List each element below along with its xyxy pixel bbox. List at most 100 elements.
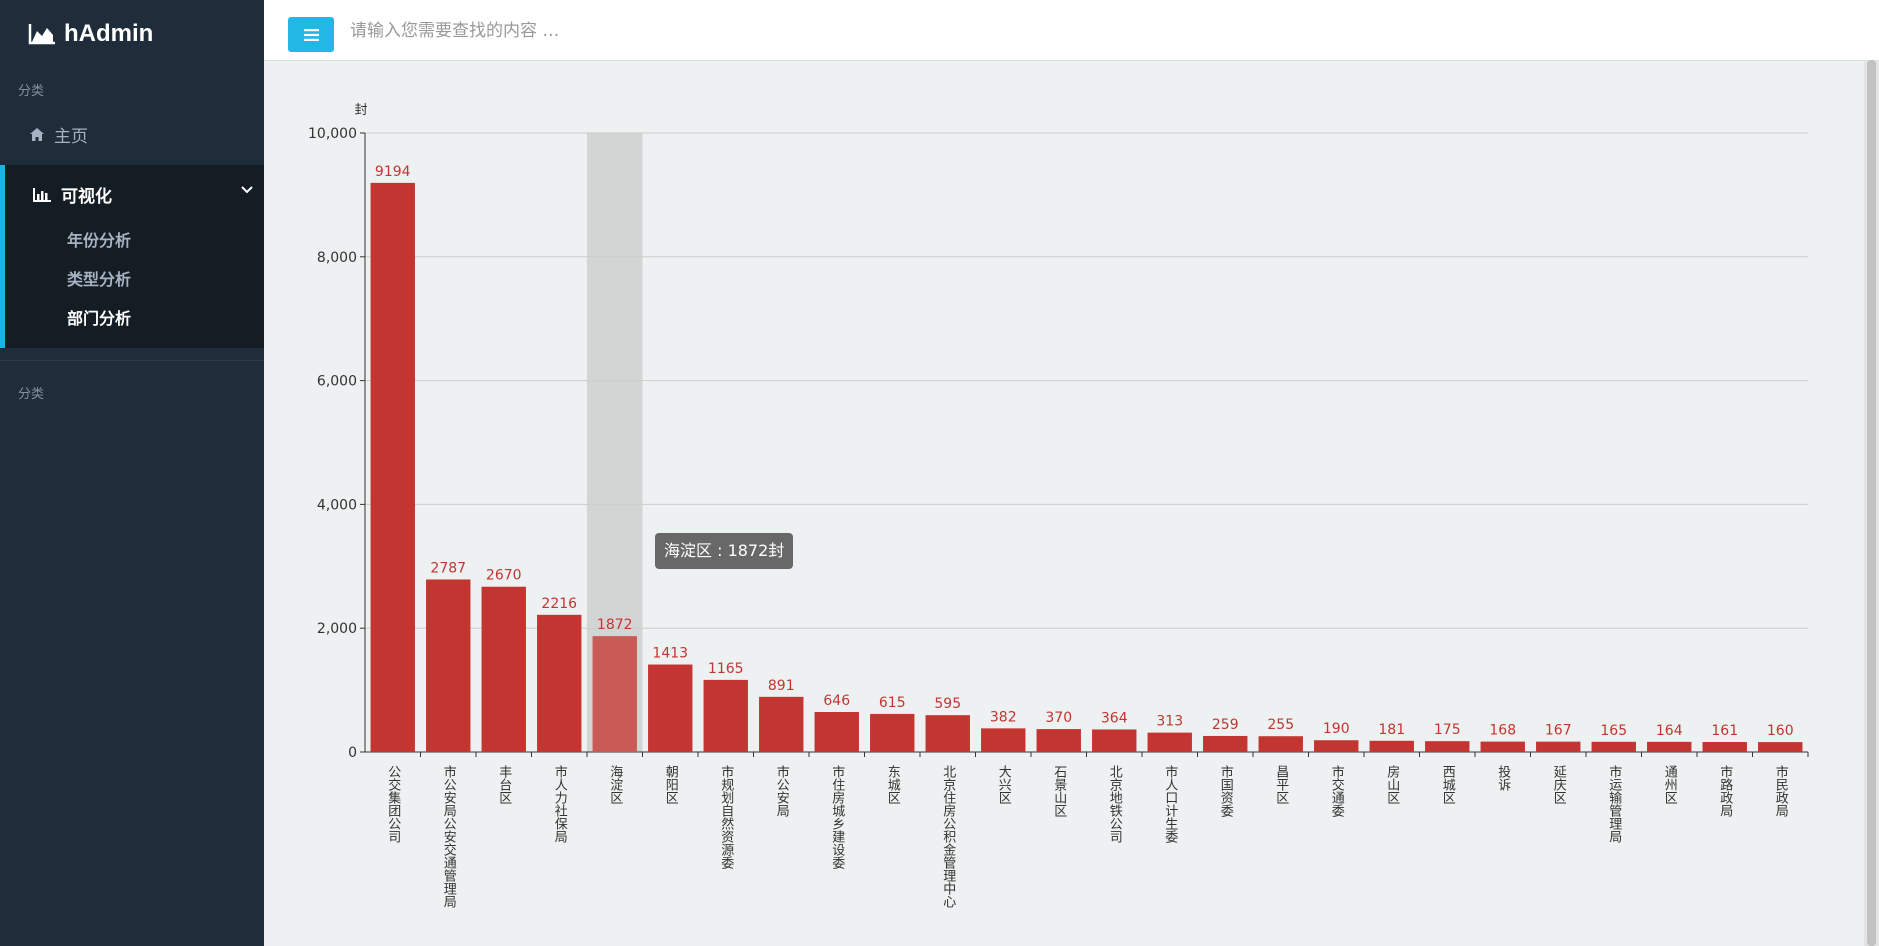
y-tick-label: 10,000 — [308, 126, 357, 142]
y-tick-label: 0 — [348, 745, 357, 761]
bar — [1536, 741, 1581, 752]
bar-value-label: 1165 — [708, 661, 744, 677]
bar-value-label: 168 — [1489, 723, 1516, 739]
x-tick-label: 投诉 — [1495, 764, 1511, 791]
bar — [1647, 741, 1692, 752]
home-icon — [30, 128, 44, 141]
brand-name: hAdmin — [64, 20, 154, 47]
sidebar-group-visualization: 可视化 年份分析 类型分析 部门分析 — [0, 165, 264, 348]
y-tick-label: 2,000 — [317, 621, 357, 637]
bar-value-label: 1413 — [652, 646, 688, 662]
bar — [537, 614, 582, 752]
bar-value-label: 382 — [990, 709, 1017, 725]
bar — [481, 586, 526, 752]
bar — [1369, 740, 1414, 752]
x-tick-label: 公交集团公司 — [385, 765, 401, 843]
bar-value-label: 370 — [1045, 710, 1072, 726]
bar — [759, 696, 804, 752]
sidebar-subitem-type-analysis[interactable]: 类型分析 — [67, 270, 132, 289]
bar-value-label: 2787 — [430, 560, 466, 576]
sidebar-item-visualization[interactable]: 可视化 — [33, 182, 253, 207]
x-tick-label: 市人力社保局 — [552, 764, 568, 843]
scrollbar-thumb[interactable] — [1867, 60, 1876, 946]
bar — [1480, 741, 1525, 752]
bar-value-label: 175 — [1434, 722, 1461, 738]
x-tick-label: 石景山区 — [1051, 765, 1067, 817]
x-tick-label: 西城区 — [1440, 765, 1456, 804]
bar — [1147, 732, 1192, 752]
x-tick-label: 延庆区 — [1551, 765, 1567, 804]
bar-value-label: 259 — [1212, 717, 1239, 733]
x-tick-label: 市路政局 — [1717, 764, 1733, 817]
x-tick-label: 海淀区 — [607, 765, 623, 804]
bar-chart-icon — [33, 187, 51, 202]
x-tick-label: 昌平区 — [1273, 765, 1289, 804]
hamburger-icon — [303, 28, 319, 41]
bar-value-label: 9194 — [375, 164, 411, 180]
bar — [703, 679, 748, 752]
bar-value-label: 181 — [1378, 722, 1405, 738]
sidebar-divider — [0, 360, 264, 361]
bar-value-label: 164 — [1656, 723, 1683, 739]
bar — [1702, 742, 1747, 752]
sidebar-item-home[interactable]: 主页 — [30, 122, 88, 147]
x-tick-label: 丰台区 — [496, 765, 512, 804]
brand-logo[interactable]: hAdmin — [28, 14, 153, 54]
menu-toggle-button[interactable] — [288, 17, 334, 52]
x-tick-label: 市交通委 — [1329, 764, 1345, 817]
bar-value-label: 2670 — [486, 568, 522, 584]
category-label: 分类 — [18, 387, 45, 402]
bar — [981, 728, 1026, 752]
bar — [592, 636, 637, 752]
x-tick-label: 市公安局公安交通管理局 — [441, 764, 457, 908]
bar-value-label: 1872 — [597, 617, 633, 633]
bar — [1591, 741, 1636, 752]
x-tick-label: 朝阳区 — [663, 765, 679, 804]
y-tick-label: 6,000 — [317, 374, 357, 390]
area-chart-icon — [28, 24, 55, 45]
y-axis-label: 封 — [354, 103, 367, 118]
bar-value-label: 2216 — [541, 596, 577, 612]
bar — [1758, 742, 1803, 752]
bar-value-label: 190 — [1323, 721, 1350, 737]
bar — [814, 712, 859, 752]
chevron-down-icon — [241, 186, 253, 194]
bar — [870, 713, 915, 752]
sidebar-subitem-year-analysis[interactable]: 年份分析 — [67, 231, 132, 250]
bar — [1425, 741, 1470, 752]
bar — [1314, 740, 1359, 752]
bar — [1258, 736, 1303, 752]
bar-value-label: 595 — [934, 696, 961, 712]
x-tick-label: 市国资委 — [1218, 764, 1234, 817]
sidebar-item-label: 可视化 — [61, 187, 112, 207]
x-tick-label: 大兴区 — [996, 765, 1012, 804]
bar-value-label: 615 — [879, 695, 906, 711]
search-input[interactable] — [348, 14, 952, 48]
x-tick-label: 市民政局 — [1773, 764, 1789, 817]
x-tick-label: 北京住房公积金管理中心 — [940, 765, 956, 908]
scrollbar[interactable] — [1864, 60, 1879, 946]
bar-value-label: 165 — [1600, 723, 1627, 739]
category-label: 分类 — [18, 84, 45, 99]
bar-value-label: 167 — [1545, 723, 1572, 739]
bar-value-label: 646 — [823, 693, 850, 709]
bar-value-label: 161 — [1711, 723, 1738, 739]
bar — [648, 664, 693, 752]
topbar — [264, 0, 1879, 61]
x-tick-label: 房山区 — [1384, 764, 1400, 804]
x-tick-label: 市运输管理局 — [1606, 764, 1622, 843]
bar — [370, 182, 415, 752]
x-tick-label: 市住房城乡建设委 — [829, 764, 845, 869]
y-tick-label: 8,000 — [317, 250, 357, 266]
sidebar: hAdmin 分类 主页 可视化 年份分析 类型分析 部门分析 分类 — [0, 0, 264, 946]
x-tick-label: 北京地铁公司 — [1107, 765, 1123, 843]
bar — [1092, 729, 1137, 752]
y-tick-label: 4,000 — [317, 497, 357, 513]
bar-value-label: 364 — [1101, 710, 1128, 726]
bar — [925, 715, 970, 752]
sidebar-subitem-department-analysis[interactable]: 部门分析 — [67, 309, 132, 328]
bar-value-label: 255 — [1267, 717, 1294, 733]
x-tick-label: 市人口计生委 — [1162, 764, 1178, 843]
bar — [1203, 735, 1248, 752]
